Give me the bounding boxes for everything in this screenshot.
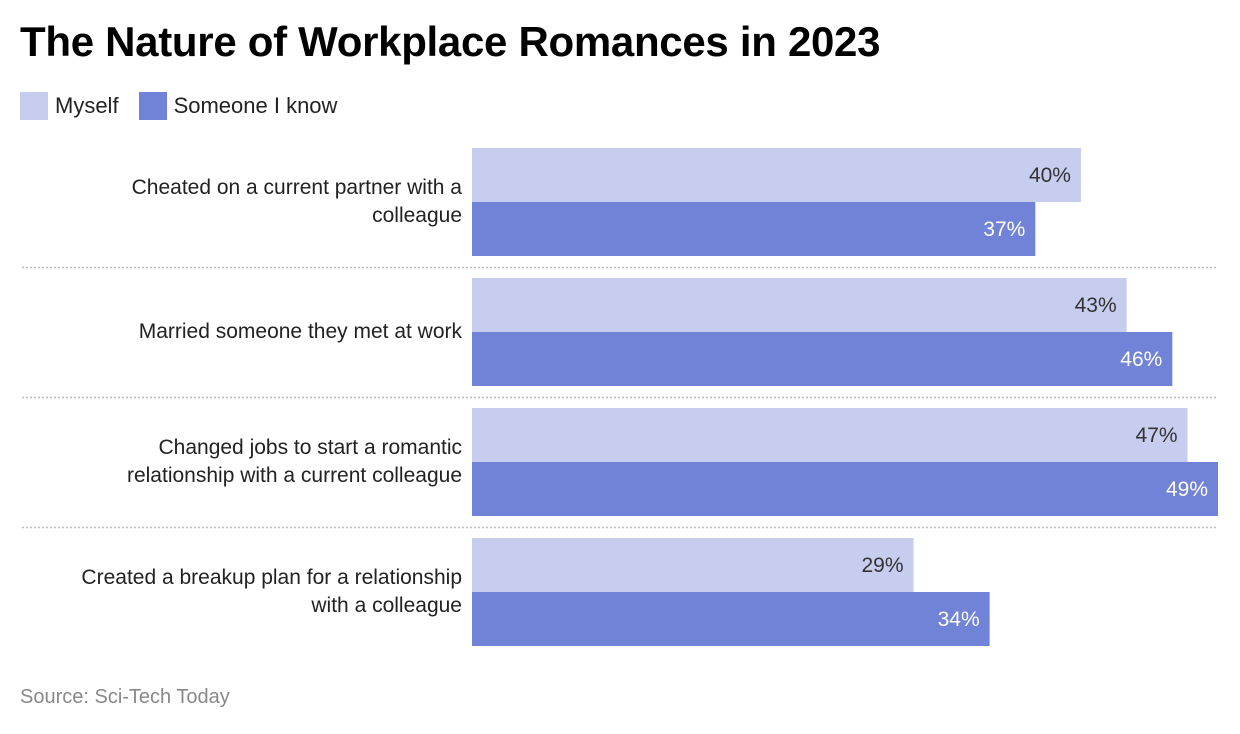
- legend-label-someone-i-know: Someone I know: [173, 93, 338, 118]
- bar-myself: [472, 148, 1081, 202]
- chart-title: The Nature of Workplace Romances in 2023: [20, 18, 881, 65]
- data-label-someone-i-know: 37%: [983, 218, 1025, 241]
- legend-label-myself: Myself: [55, 93, 119, 118]
- category-label-line: Married someone they met at work: [138, 320, 462, 343]
- bar-someone-i-know: [472, 592, 990, 646]
- legend-item-myself: Myself: [20, 92, 119, 120]
- legend: Myself Someone I know: [20, 92, 357, 120]
- data-label-myself: 29%: [861, 554, 903, 577]
- category-label-line: Changed jobs to start a romantic: [158, 436, 463, 459]
- category-label-line: relationship with a current colleague: [126, 464, 462, 487]
- legend-item-someone-i-know: Someone I know: [138, 92, 338, 120]
- legend-swatch-someone-i-know: [138, 92, 167, 120]
- legend-swatch-myself: [20, 92, 48, 120]
- data-label-someone-i-know: 46%: [1120, 348, 1162, 371]
- category-label-line: Cheated on a current partner with a: [131, 176, 462, 199]
- category-label-line: with a colleague: [311, 594, 462, 617]
- data-label-someone-i-know: 34%: [938, 608, 980, 631]
- category-label: Created a breakup plan for a relationshi…: [10, 564, 462, 620]
- category-label-line: colleague: [372, 204, 462, 227]
- bar-someone-i-know: [472, 462, 1218, 516]
- bar-myself: [472, 408, 1188, 462]
- bar-myself: [472, 538, 914, 592]
- data-label-myself: 43%: [1075, 294, 1117, 317]
- category-label: Changed jobs to start a romantic relation…: [10, 434, 462, 490]
- bar-someone-i-know: [472, 202, 1036, 256]
- data-label-someone-i-know: 49%: [1166, 478, 1208, 501]
- bar-myself: [472, 278, 1127, 332]
- data-label-myself: 40%: [1029, 164, 1071, 187]
- category-label-line: Created a breakup plan for a relationshi…: [81, 566, 462, 589]
- source-note: Source: Sci-Tech Today: [20, 686, 230, 708]
- data-label-myself: 47%: [1136, 424, 1178, 447]
- category-label: Cheated on a current partner with a colle…: [10, 174, 462, 230]
- bar-someone-i-know: [472, 332, 1173, 386]
- category-label: Married someone they met at work: [10, 318, 462, 346]
